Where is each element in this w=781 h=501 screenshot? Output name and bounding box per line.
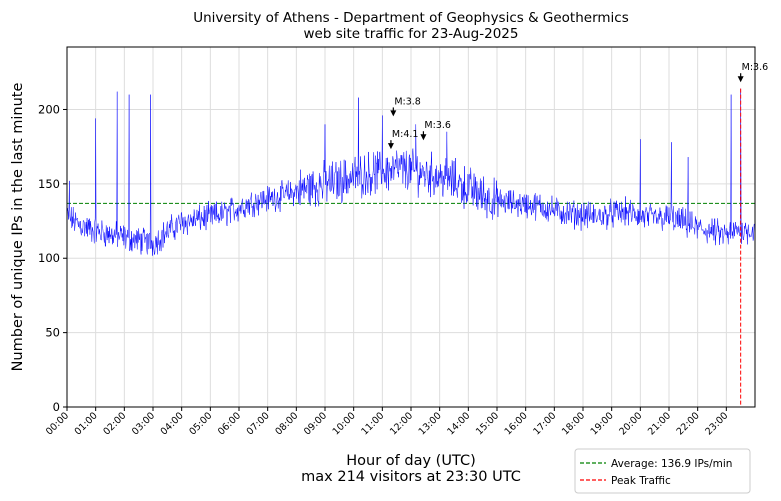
annotation-arrow-head (390, 110, 397, 117)
x-tick-label: 10:00 (331, 410, 358, 437)
x-tick-label: 23:00 (703, 410, 730, 437)
y-axis-ticks: 0 50 100 150 200 (38, 102, 67, 414)
annotation-arrow-head (420, 134, 427, 141)
earthquake-annotations: M:3.8M:4.1M:3.6M:3.6 (387, 62, 768, 150)
y-tick-label: 200 (38, 102, 60, 116)
x-tick-label: 09:00 (302, 410, 329, 437)
annotation-label: M:3.6 (424, 120, 451, 131)
chart-title-line2: web site traffic for 23-Aug-2025 (304, 26, 519, 42)
x-tick-label: 03:00 (130, 410, 157, 437)
x-tick-label: 11:00 (359, 410, 386, 437)
x-tick-label: 22:00 (675, 410, 702, 437)
y-tick-label: 0 (53, 400, 60, 414)
x-tick-label: 13:00 (417, 410, 444, 437)
y-tick-label: 50 (45, 326, 60, 340)
x-tick-label: 01:00 (73, 410, 100, 437)
annotation-arrow-head (387, 143, 394, 150)
annotation-label: M:4.1 (392, 129, 419, 140)
x-tick-label: 21:00 (646, 410, 673, 437)
x-tick-label: 16:00 (503, 410, 530, 437)
x-tick-label: 12:00 (388, 410, 415, 437)
x-axis-label: Hour of day (UTC) (346, 453, 475, 469)
y-tick-label: 100 (38, 251, 60, 265)
x-tick-label: 04:00 (159, 410, 186, 437)
x-tick-label: 19:00 (589, 410, 616, 437)
x-tick-label: 17:00 (531, 410, 558, 437)
legend-average-label: Average: 136.9 IPs/min (611, 458, 732, 470)
legend-peak-label: Peak Traffic (611, 475, 671, 487)
x-tick-label: 18:00 (560, 410, 587, 437)
x-tick-label: 00:00 (44, 410, 71, 437)
x-axis-sublabel: max 214 visitors at 23:30 UTC (301, 469, 521, 485)
x-tick-label: 08:00 (273, 410, 300, 437)
x-axis-ticks: 00:00 01:00 02:00 03:00 04:00 05:00 06:00 07:00… (44, 407, 730, 437)
y-axis-label: Number of unique IPs in the last minute (10, 83, 26, 372)
x-tick-label: 15:00 (474, 410, 501, 437)
traffic-line (66, 88, 756, 256)
y-tick-label: 150 (38, 177, 60, 191)
chart-title-line1: University of Athens - Department of Geo… (193, 10, 629, 26)
x-tick-label: 20:00 (617, 410, 644, 437)
traffic-series (66, 88, 756, 256)
annotation-label: M:3.8 (394, 96, 421, 107)
annotation-arrow-head (737, 76, 744, 83)
x-tick-label: 07:00 (245, 410, 272, 437)
x-tick-label: 02:00 (101, 410, 128, 437)
x-tick-label: 06:00 (216, 410, 243, 437)
x-tick-label: 05:00 (187, 410, 214, 437)
x-tick-label: 14:00 (445, 410, 472, 437)
legend-box (574, 448, 751, 494)
legend: Average: 136.9 IPs/min Peak Traffic (574, 448, 751, 494)
